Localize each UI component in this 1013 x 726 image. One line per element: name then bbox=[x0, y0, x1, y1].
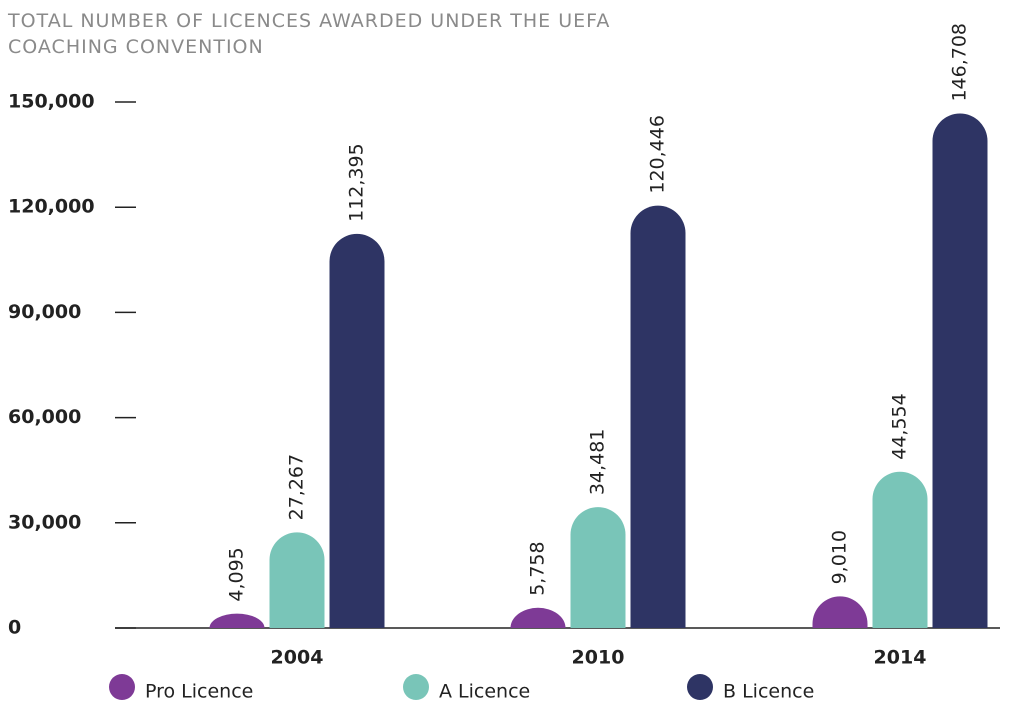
value-label: 34,481 bbox=[587, 429, 609, 495]
value-label: 112,395 bbox=[346, 143, 368, 222]
bar bbox=[630, 205, 686, 628]
bar bbox=[510, 607, 566, 628]
x-tick-label: 2010 bbox=[572, 647, 625, 669]
legend-label: B Licence bbox=[723, 681, 814, 703]
value-label: 4,095 bbox=[226, 547, 248, 601]
y-tick-label: 60,000 bbox=[8, 406, 81, 428]
bar bbox=[812, 596, 868, 628]
x-tick-label: 2014 bbox=[874, 647, 927, 669]
legend-label: Pro Licence bbox=[145, 681, 253, 703]
value-label: 44,554 bbox=[889, 393, 911, 459]
value-label: 27,267 bbox=[286, 454, 308, 520]
y-tick-label: 0 bbox=[8, 617, 21, 639]
y-tick-label: 30,000 bbox=[8, 511, 81, 533]
bar bbox=[209, 613, 265, 628]
value-label: 5,758 bbox=[527, 541, 549, 595]
legend-swatch bbox=[403, 674, 429, 700]
bar bbox=[329, 233, 385, 629]
legend-swatch bbox=[109, 674, 135, 700]
y-tick-label: 120,000 bbox=[8, 196, 95, 218]
legend-swatch bbox=[687, 674, 713, 700]
y-tick-label: 150,000 bbox=[8, 91, 95, 113]
y-tick-label: 90,000 bbox=[8, 301, 81, 323]
value-label: 146,708 bbox=[949, 23, 971, 102]
chart-title: TOTAL NUMBER OF LICENCES AWARDED UNDER T… bbox=[8, 10, 611, 58]
x-tick-label: 2004 bbox=[271, 647, 324, 669]
bar bbox=[269, 532, 325, 628]
bar bbox=[932, 113, 988, 628]
legend-label: A Licence bbox=[439, 681, 530, 703]
bar bbox=[872, 471, 928, 628]
bar bbox=[570, 507, 626, 628]
value-label: 120,446 bbox=[647, 115, 669, 194]
value-label: 9,010 bbox=[829, 530, 851, 584]
